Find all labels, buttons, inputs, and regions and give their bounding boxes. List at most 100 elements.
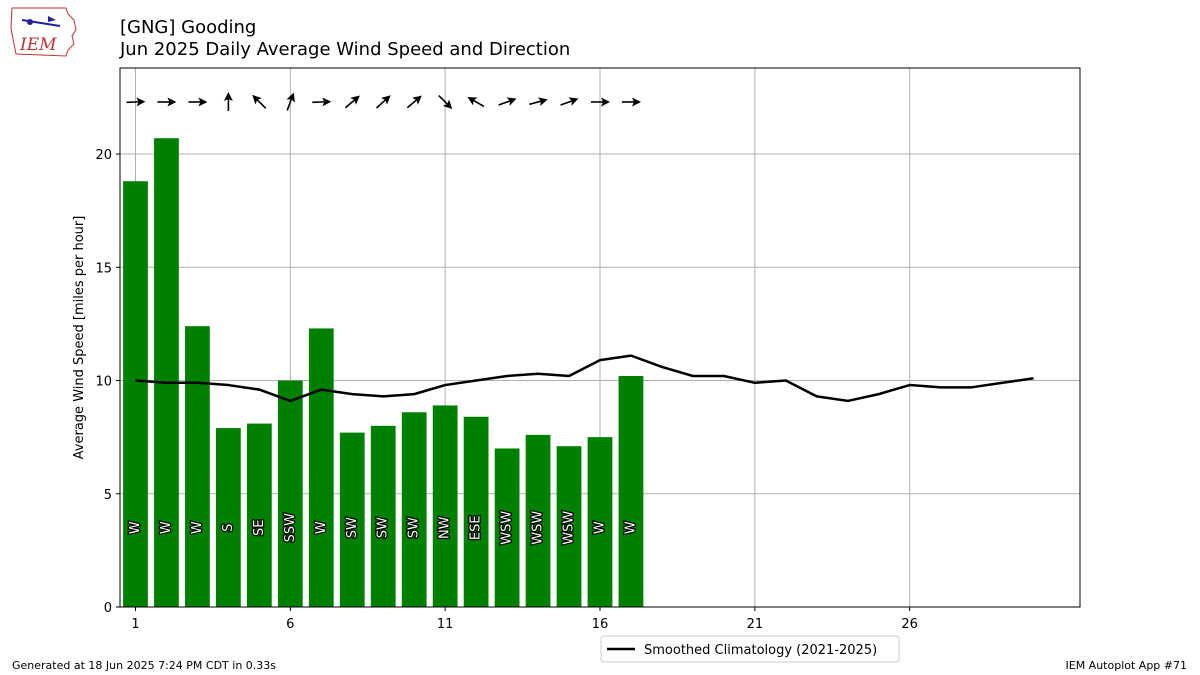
y-tick-label: 15 — [95, 261, 112, 276]
bar — [618, 376, 644, 607]
app-label: IEM Autoplot App #71 — [1065, 659, 1188, 672]
bar — [370, 425, 396, 607]
arrow-shaft — [473, 99, 485, 108]
wind-arrow — [344, 95, 360, 109]
arrow-head — [286, 92, 295, 103]
wind-arrow — [621, 97, 641, 107]
arrow-head — [537, 97, 548, 107]
y-tick-label: 0 — [104, 601, 112, 616]
arrow-head — [380, 95, 391, 105]
wind-arrow — [467, 96, 485, 108]
chart-title: [GNG] Gooding Jun 2025 Daily Average Win… — [120, 17, 570, 61]
arrow-shaft — [438, 95, 448, 105]
y-tick-label: 10 — [95, 375, 112, 390]
legend: Smoothed Climatology (2021-2025) — [600, 635, 900, 663]
x-tick-label: 16 — [592, 617, 609, 632]
arrow-head — [568, 97, 579, 106]
wind-arrow — [223, 91, 233, 111]
bar — [525, 434, 551, 607]
title-description: Jun 2025 Daily Average Wind Speed and Di… — [120, 39, 571, 60]
direction-label: SE — [252, 520, 267, 536]
bar — [246, 423, 272, 607]
arrow-head — [442, 99, 453, 110]
direction-label: WSW — [500, 511, 515, 545]
arrow-shaft — [560, 100, 573, 106]
bar — [123, 181, 148, 607]
bar — [277, 380, 303, 607]
wind-arrow — [560, 97, 579, 106]
direction-label: SW — [376, 517, 391, 538]
arrow-head — [412, 95, 422, 105]
wind-arrow — [498, 97, 517, 106]
y-tick-label: 20 — [95, 148, 112, 163]
wind-arrow — [252, 94, 267, 109]
direction-label: ESE — [469, 515, 484, 540]
x-tick-label: 26 — [901, 617, 918, 632]
wind-arrows — [126, 91, 641, 111]
wind-arrow — [591, 97, 610, 107]
direction-label: SW — [407, 517, 422, 538]
y-tick-label: 5 — [104, 488, 112, 503]
bar — [587, 437, 613, 607]
bar — [154, 138, 179, 608]
bar — [463, 416, 489, 607]
direction-label: WSW — [531, 511, 546, 545]
x-tick-label: 6 — [286, 617, 294, 632]
direction-label: W — [623, 521, 638, 534]
arrow-shaft — [344, 99, 356, 109]
direction-label: S — [221, 524, 236, 532]
generated-timestamp: Generated at 18 Jun 2025 7:24 PM CDT in … — [12, 659, 277, 672]
direction-label: W — [159, 521, 174, 534]
x-tick-label: 11 — [437, 617, 454, 632]
climatology-line — [135, 354, 1034, 403]
arrow-head — [198, 97, 208, 107]
wind-arrow — [157, 97, 177, 107]
wind-arrow — [406, 95, 422, 109]
wind-arrow — [312, 97, 332, 107]
arrow-shaft — [406, 99, 418, 109]
wind-arrow — [126, 97, 146, 107]
logo-text: IEM — [19, 35, 57, 55]
bar — [556, 446, 582, 607]
legend-box — [600, 635, 900, 663]
iem-logo: IEM — [8, 6, 80, 62]
arrow-shaft — [498, 100, 511, 106]
title-station: [GNG] Gooding — [120, 17, 257, 38]
arrow-head — [167, 97, 177, 107]
wind-arrow — [286, 92, 295, 111]
bar — [185, 326, 210, 607]
legend-label: Smoothed Climatology (2021-2025) — [644, 643, 877, 658]
direction-labels: W W W S SE SSW W SW SW SW NW ESE WSW WSW WSW W W — [127, 509, 640, 546]
wind-arrow — [188, 97, 208, 107]
arrow-shaft — [376, 99, 386, 109]
arrow-head — [506, 97, 517, 106]
direction-label: W — [593, 521, 608, 534]
direction-label: SSW — [283, 513, 298, 543]
bar — [216, 428, 241, 607]
wind-arrow — [529, 97, 548, 107]
bar — [308, 328, 334, 607]
arrow-head — [350, 95, 360, 105]
bar — [401, 412, 427, 607]
arrow-shaft — [529, 100, 542, 106]
arrow-shaft — [256, 99, 267, 109]
arrow-head — [467, 96, 478, 106]
wind-arrow — [376, 95, 391, 109]
direction-label: W — [128, 521, 143, 534]
bar — [339, 432, 365, 607]
direction-label: NW — [438, 516, 453, 539]
arrow-head — [136, 97, 146, 107]
direction-label: SW — [345, 517, 360, 538]
arrow-head — [601, 97, 610, 107]
direction-label: W — [190, 521, 205, 534]
y-axis-label: Average Wind Speed [miles per hour] — [72, 216, 87, 460]
arrow-shaft — [286, 98, 293, 111]
bar — [432, 405, 458, 607]
arrow-head — [223, 91, 233, 101]
direction-label: WSW — [562, 511, 577, 545]
bar — [494, 448, 520, 607]
wind-arrow — [438, 95, 453, 110]
arrow-head — [322, 97, 332, 107]
